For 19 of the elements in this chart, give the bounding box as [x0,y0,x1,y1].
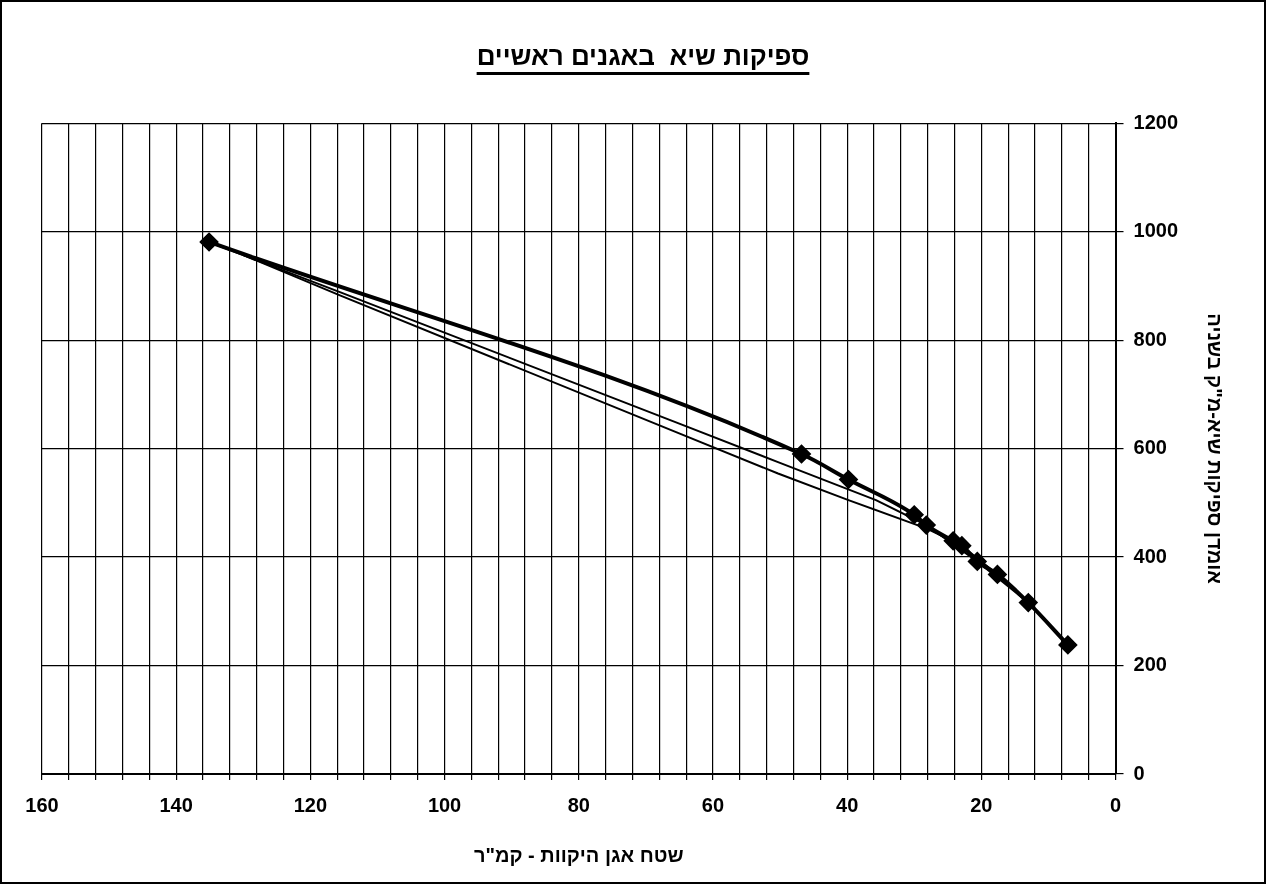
x-tick-label: 20 [970,793,993,816]
y-tick-label: 200 [1133,653,1167,676]
x-tick-label: 0 [1109,793,1122,816]
y-tick-label: 600 [1133,436,1167,459]
y-tick-label: 1200 [1133,110,1179,133]
x-tick-label: 40 [836,793,859,816]
chart-title: ספיקות שיא באגנים ראשיים [476,40,810,71]
y-tick-label: 0 [1133,761,1145,784]
x-tick-label: 100 [427,793,462,816]
y-axis-title: אומדן ספיקות שיא-מ"ק בשניה [1204,313,1227,585]
y-tick-label: 400 [1133,544,1167,567]
x-tick-label: 140 [159,793,193,816]
y-tick-label: 800 [1133,327,1167,350]
x-axis-title: שטח אגן היקוות - קמ"ר [473,843,684,866]
x-tick-label: 120 [293,793,328,816]
x-tick-label: 60 [701,793,725,816]
x-tick-label: 80 [567,793,590,816]
y-tick-label: 1000 [1133,219,1179,242]
x-tick-label: 160 [25,793,59,816]
